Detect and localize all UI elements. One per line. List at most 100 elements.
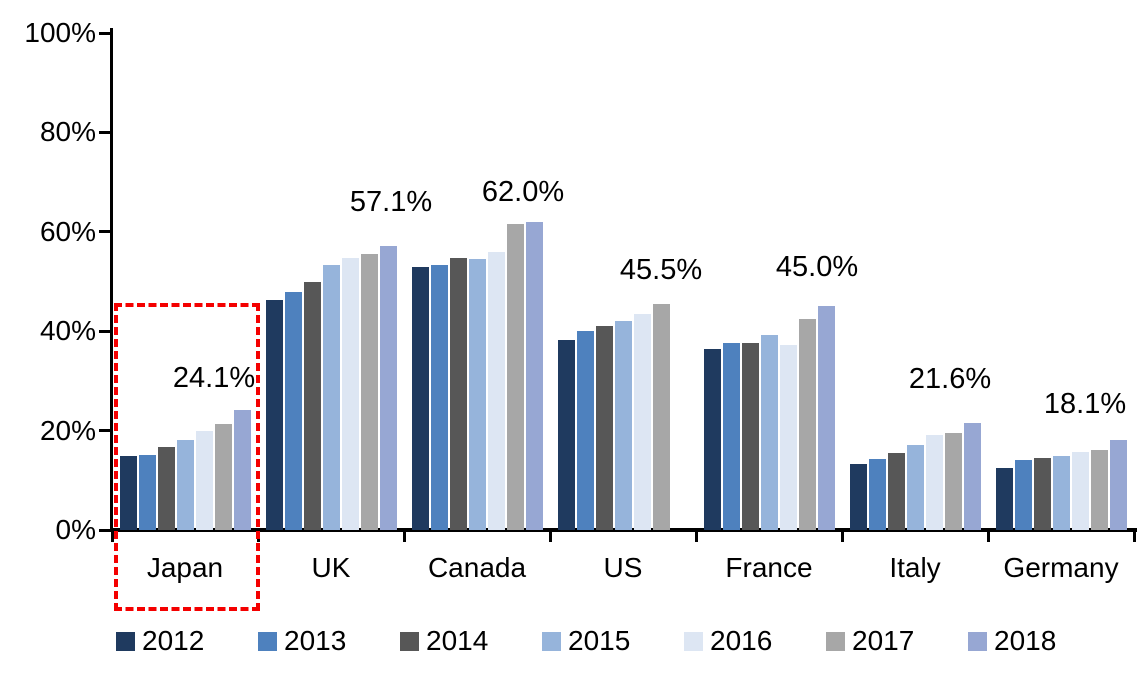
bar-japan-2016 [195, 430, 213, 530]
y-tick-label: 20% [39, 414, 96, 446]
bar-germany-2014 [1033, 457, 1051, 530]
legend-item-2012: 2012 [116, 625, 226, 656]
legend-label-2014: 2014 [426, 625, 489, 656]
category-label-uk: UK [311, 552, 351, 583]
bar-uk-2014 [303, 281, 321, 530]
x-tick-mark [548, 531, 552, 542]
bar-france-2017 [798, 319, 816, 530]
bar-germany-2015 [1052, 455, 1070, 530]
bar-italy-2014 [887, 452, 905, 530]
legend-swatch-2012 [116, 632, 135, 651]
legend-item-2016: 2016 [684, 625, 794, 656]
legend-label-2012: 2012 [142, 625, 205, 656]
data-label-canada: 62.0% [481, 175, 565, 208]
legend-label-2017: 2017 [852, 625, 915, 656]
y-tick-label: 100% [24, 17, 96, 48]
bar-us-2015 [614, 321, 632, 530]
category-label-germany: Germany [1003, 552, 1119, 583]
y-tick-mark [99, 528, 111, 532]
bar-germany-2016 [1071, 452, 1089, 530]
x-tick-mark [402, 531, 406, 542]
bar-uk-2015 [322, 265, 340, 530]
bar-germany-2012 [995, 467, 1013, 530]
bar-germany-2013 [1014, 460, 1032, 530]
y-tick-mark [99, 130, 111, 134]
bar-canada-2016 [487, 251, 505, 530]
bar-france-2018 [817, 306, 835, 530]
bar-france-2012 [703, 348, 721, 530]
bar-us-2012 [557, 340, 575, 530]
bar-italy-2016 [925, 434, 943, 530]
legend-item-2018: 2018 [968, 625, 1078, 656]
legend-label-2013: 2013 [284, 625, 347, 656]
category-label-us: US [603, 552, 643, 583]
y-tick-mark [99, 230, 111, 234]
data-label-japan: 24.1% [172, 362, 256, 395]
legend-label-2015: 2015 [568, 625, 631, 656]
legend-item-2015: 2015 [542, 625, 652, 656]
data-label-uk: 57.1% [349, 186, 433, 219]
bar-france-2013 [722, 343, 740, 530]
bar-us-2016 [633, 313, 651, 530]
y-tick-label: 80% [39, 116, 96, 148]
legend-swatch-2017 [826, 632, 845, 651]
bar-france-2016 [779, 344, 797, 530]
bar-us-2014 [595, 326, 613, 530]
y-tick-mark [99, 429, 111, 433]
legend-item-2013: 2013 [258, 625, 368, 656]
bar-japan-2017 [214, 424, 232, 530]
x-axis-line [110, 528, 1137, 532]
data-label-us: 45.5% [619, 253, 703, 286]
bar-us-2017 [652, 303, 670, 530]
y-tick-mark [99, 329, 111, 333]
bar-canada-2018 [525, 221, 543, 530]
bar-uk-2013 [284, 292, 302, 530]
x-tick-mark [840, 531, 844, 542]
bar-italy-2013 [868, 459, 886, 530]
legend-label-2016: 2016 [710, 625, 773, 656]
legend-item-2014: 2014 [400, 625, 510, 656]
legend-swatch-2014 [400, 632, 419, 651]
bar-us-2013 [576, 331, 594, 530]
bar-japan-2014 [157, 447, 175, 530]
category-label-france: France [725, 552, 813, 583]
bar-canada-2013 [430, 264, 448, 530]
y-tick-label: 60% [39, 215, 96, 247]
bar-japan-2018 [233, 410, 251, 530]
bar-france-2015 [760, 334, 778, 530]
bar-uk-2018 [379, 246, 397, 530]
bar-germany-2018 [1109, 440, 1127, 530]
bar-japan-2013 [138, 455, 156, 530]
y-tick-label: 0% [55, 514, 96, 545]
legend-swatch-2018 [968, 632, 987, 651]
data-label-germany: 18.1% [1043, 388, 1127, 421]
bar-uk-2017 [360, 253, 378, 530]
bar-italy-2018 [963, 422, 981, 530]
bar-italy-2015 [906, 445, 924, 530]
data-label-france: 45.0% [775, 251, 859, 284]
category-label-canada: Canada [427, 552, 527, 583]
bar-canada-2017 [506, 223, 524, 530]
y-axis-line [110, 28, 113, 532]
bar-uk-2016 [341, 258, 359, 530]
legend-label-2018: 2018 [994, 625, 1057, 656]
bar-france-2014 [741, 343, 759, 530]
bar-canada-2012 [411, 267, 429, 530]
bar-canada-2014 [449, 257, 467, 530]
data-label-italy: 21.6% [908, 362, 992, 395]
category-label-japan: Japan [146, 552, 224, 583]
bar-italy-2017 [944, 433, 962, 530]
x-tick-mark [1132, 531, 1136, 542]
y-tick-mark [99, 31, 111, 35]
x-tick-mark [986, 531, 990, 542]
x-tick-mark [256, 531, 260, 542]
bar-uk-2012 [265, 299, 283, 530]
bar-germany-2017 [1090, 449, 1108, 530]
legend-swatch-2016 [684, 632, 703, 651]
bar-canada-2015 [468, 259, 486, 530]
bar-japan-2012 [119, 456, 137, 530]
y-tick-label: 40% [39, 315, 96, 347]
bar-italy-2012 [849, 463, 867, 530]
x-tick-mark [694, 531, 698, 542]
